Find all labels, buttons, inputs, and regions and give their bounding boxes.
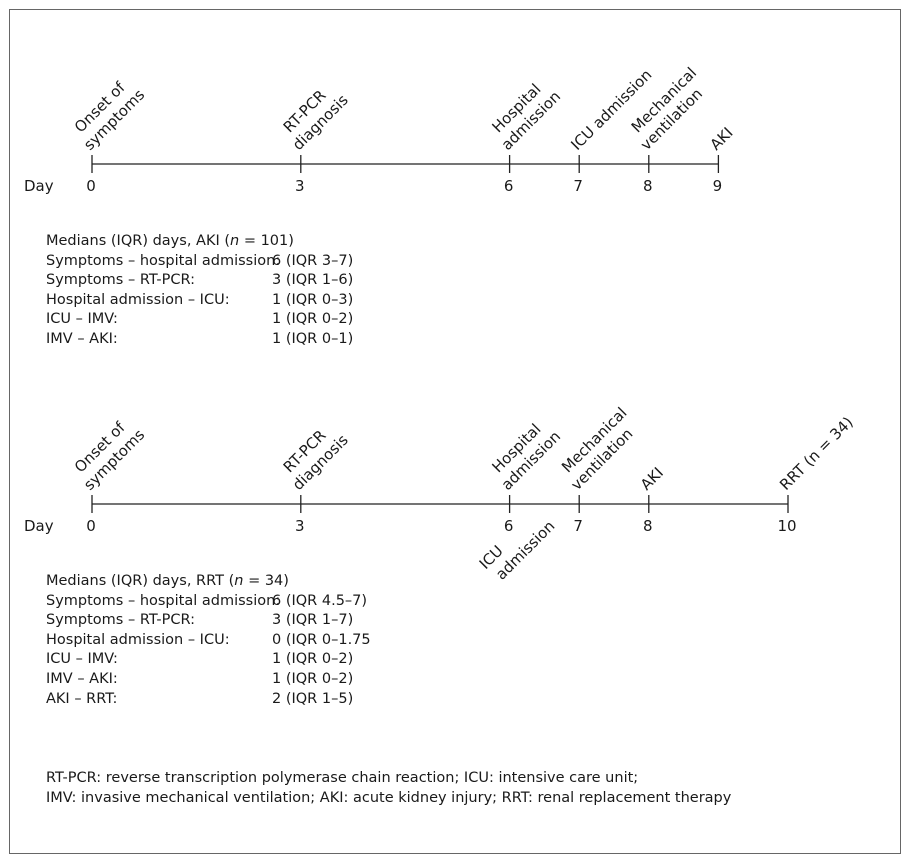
timeline-event-label-line: RRT (n = 34): [776, 413, 857, 494]
stats-row-value: 1 (IQR 0–2): [272, 670, 354, 687]
timeline-day-number: 3: [295, 517, 305, 535]
timeline-event-label-line: AKI: [707, 124, 737, 154]
footnote: RT-PCR: reverse transcription polymerase…: [46, 768, 731, 808]
stats-row-label: Symptoms – hospital admission:: [46, 592, 281, 609]
timeline-event-label: RT-PCRdiagnosis: [275, 77, 351, 153]
stats-row-value: 1 (IQR 0–1): [272, 330, 354, 347]
stats-row-label: IMV – AKI:: [46, 330, 118, 347]
stats-row-value: 1 (IQR 0–2): [272, 651, 354, 668]
timeline-day-number: 3: [295, 177, 305, 195]
stats-row: IMV – AKI: 1 (IQR 0–1): [46, 330, 353, 350]
timeline-day-number: 7: [573, 177, 583, 195]
stats-row: Symptoms – RT-PCR: 3 (IQR 1–6): [46, 271, 353, 291]
stats-row-label: Symptoms – hospital admission:: [46, 252, 281, 269]
timeline-day-number: 9: [713, 177, 723, 195]
stats-row: Symptoms – hospital admission: 6 (IQR 4.5…: [46, 592, 371, 612]
stats-row-label: Hospital admission – ICU:: [46, 631, 230, 648]
timeline-day-number: 7: [573, 517, 583, 535]
stats-row-value: 6 (IQR 3–7): [272, 252, 354, 269]
stats-row: ICU – IMV: 1 (IQR 0–2): [46, 650, 371, 670]
timeline-day-number: 8: [643, 177, 653, 195]
stats-row: Symptoms – hospital admission: 6 (IQR 3–7…: [46, 252, 353, 272]
timeline-event-label: Mechanicalventilation: [554, 404, 644, 494]
footnote-line-1: RT-PCR: reverse transcription polymerase…: [46, 770, 639, 786]
stats-row-value: 3 (IQR 1–6): [272, 272, 354, 289]
timeline-day-number: 8: [643, 517, 653, 535]
stats-aki-rows: Symptoms – hospital admission: 6 (IQR 3–7…: [46, 252, 353, 350]
timeline-day-number: 6: [504, 177, 514, 195]
timeline-aki: Day 0 Onset ofsymptoms 3 RT-PCRdiagnosis 6 Hos…: [24, 64, 737, 195]
timeline-event-label: AKI: [637, 464, 667, 494]
stats-row: AKI – RRT: 2 (IQR 1–5): [46, 690, 371, 710]
stats-row-label: AKI – RRT:: [46, 690, 118, 707]
stats-row-value: 6 (IQR 4.5–7): [272, 592, 368, 609]
timeline-event-label: Hospitaladmission: [484, 74, 564, 154]
stats-row-value: 3 (IQR 1–7): [272, 612, 354, 629]
stats-row-value: 1 (IQR 0–3): [272, 291, 354, 308]
stats-row-value: 1 (IQR 0–2): [272, 311, 354, 328]
stats-row-value: 2 (IQR 1–5): [272, 690, 354, 707]
stats-rrt-header-prefix: Medians (IQR) days, RRT (: [46, 573, 235, 589]
stats-row: Hospital admission – ICU: 1 (IQR 0–3): [46, 291, 353, 311]
stats-row-label: Symptoms – RT-PCR:: [46, 612, 195, 629]
stats-aki-header-n: n: [230, 233, 240, 249]
stats-row: Hospital admission – ICU: 0 (IQR 0–1.75: [46, 631, 371, 651]
stats-row-label: Symptoms – RT-PCR:: [46, 272, 195, 289]
stats-row-value: 0 (IQR 0–1.75: [272, 631, 371, 648]
timeline-diagram: Day 0 Onset ofsymptoms 3 RT-PCRdiagnosis 6 Hos…: [24, 64, 857, 587]
timeline-event-label: Onset ofsymptoms: [67, 72, 149, 154]
stats-row-label: ICU – IMV:: [46, 651, 118, 668]
stats-rrt-header-n: n: [234, 573, 244, 589]
footnote-line-2: IMV: invasive mechanical ventilation; AK…: [46, 790, 732, 806]
timeline-day-number: 6: [504, 517, 514, 535]
stats-row: Symptoms – RT-PCR: 3 (IQR 1–7): [46, 611, 371, 631]
stats-rrt-header-suffix: = 34): [243, 573, 289, 589]
day-label: Day: [24, 177, 54, 195]
stats-row-label: IMV – AKI:: [46, 670, 118, 687]
stats-aki-header-prefix: Medians (IQR) days, AKI (: [46, 233, 231, 249]
timeline-event-label: AKI: [707, 124, 737, 154]
stats-rrt-header: Medians (IQR) days, RRT (n = 34): [46, 572, 371, 592]
stats-aki-header: Medians (IQR) days, AKI (n = 101): [46, 232, 353, 252]
timeline-event-label: Onset ofsymptoms: [67, 412, 149, 494]
day-label: Day: [24, 517, 54, 535]
timeline-event-label: RRT (n = 34): [776, 413, 857, 494]
stats-row: ICU – IMV: 1 (IQR 0–2): [46, 310, 353, 330]
timeline-day-number: 10: [777, 517, 796, 535]
timeline-day-number: 0: [86, 177, 96, 195]
stats-rrt-rows: Symptoms – hospital admission: 6 (IQR 4.5…: [46, 592, 371, 710]
stats-aki: Medians (IQR) days, AKI (n = 101) Sympto…: [46, 232, 353, 350]
timeline-event-label: Hospitaladmission: [484, 414, 564, 494]
stats-row: IMV – AKI: 1 (IQR 0–2): [46, 670, 371, 690]
timeline-rrt: Day 0 Onset ofsymptoms 3 RT-PCRdiagnosis 6 Hos…: [24, 404, 857, 587]
stats-aki-header-suffix: = 101): [239, 233, 294, 249]
stats-row-label: Hospital admission – ICU:: [46, 291, 230, 308]
timeline-event-label-below: ICUadmission: [476, 504, 559, 587]
timeline-event-label: RT-PCRdiagnosis: [275, 417, 351, 493]
stats-row-label: ICU – IMV:: [46, 311, 118, 328]
timeline-day-number: 0: [86, 517, 96, 535]
stats-rrt: Medians (IQR) days, RRT (n = 34) Symptom…: [46, 572, 371, 709]
timeline-event-label-line: AKI: [637, 464, 667, 494]
figure-frame: Day 0 Onset ofsymptoms 3 RT-PCRdiagnosis 6 Hos…: [9, 9, 901, 854]
